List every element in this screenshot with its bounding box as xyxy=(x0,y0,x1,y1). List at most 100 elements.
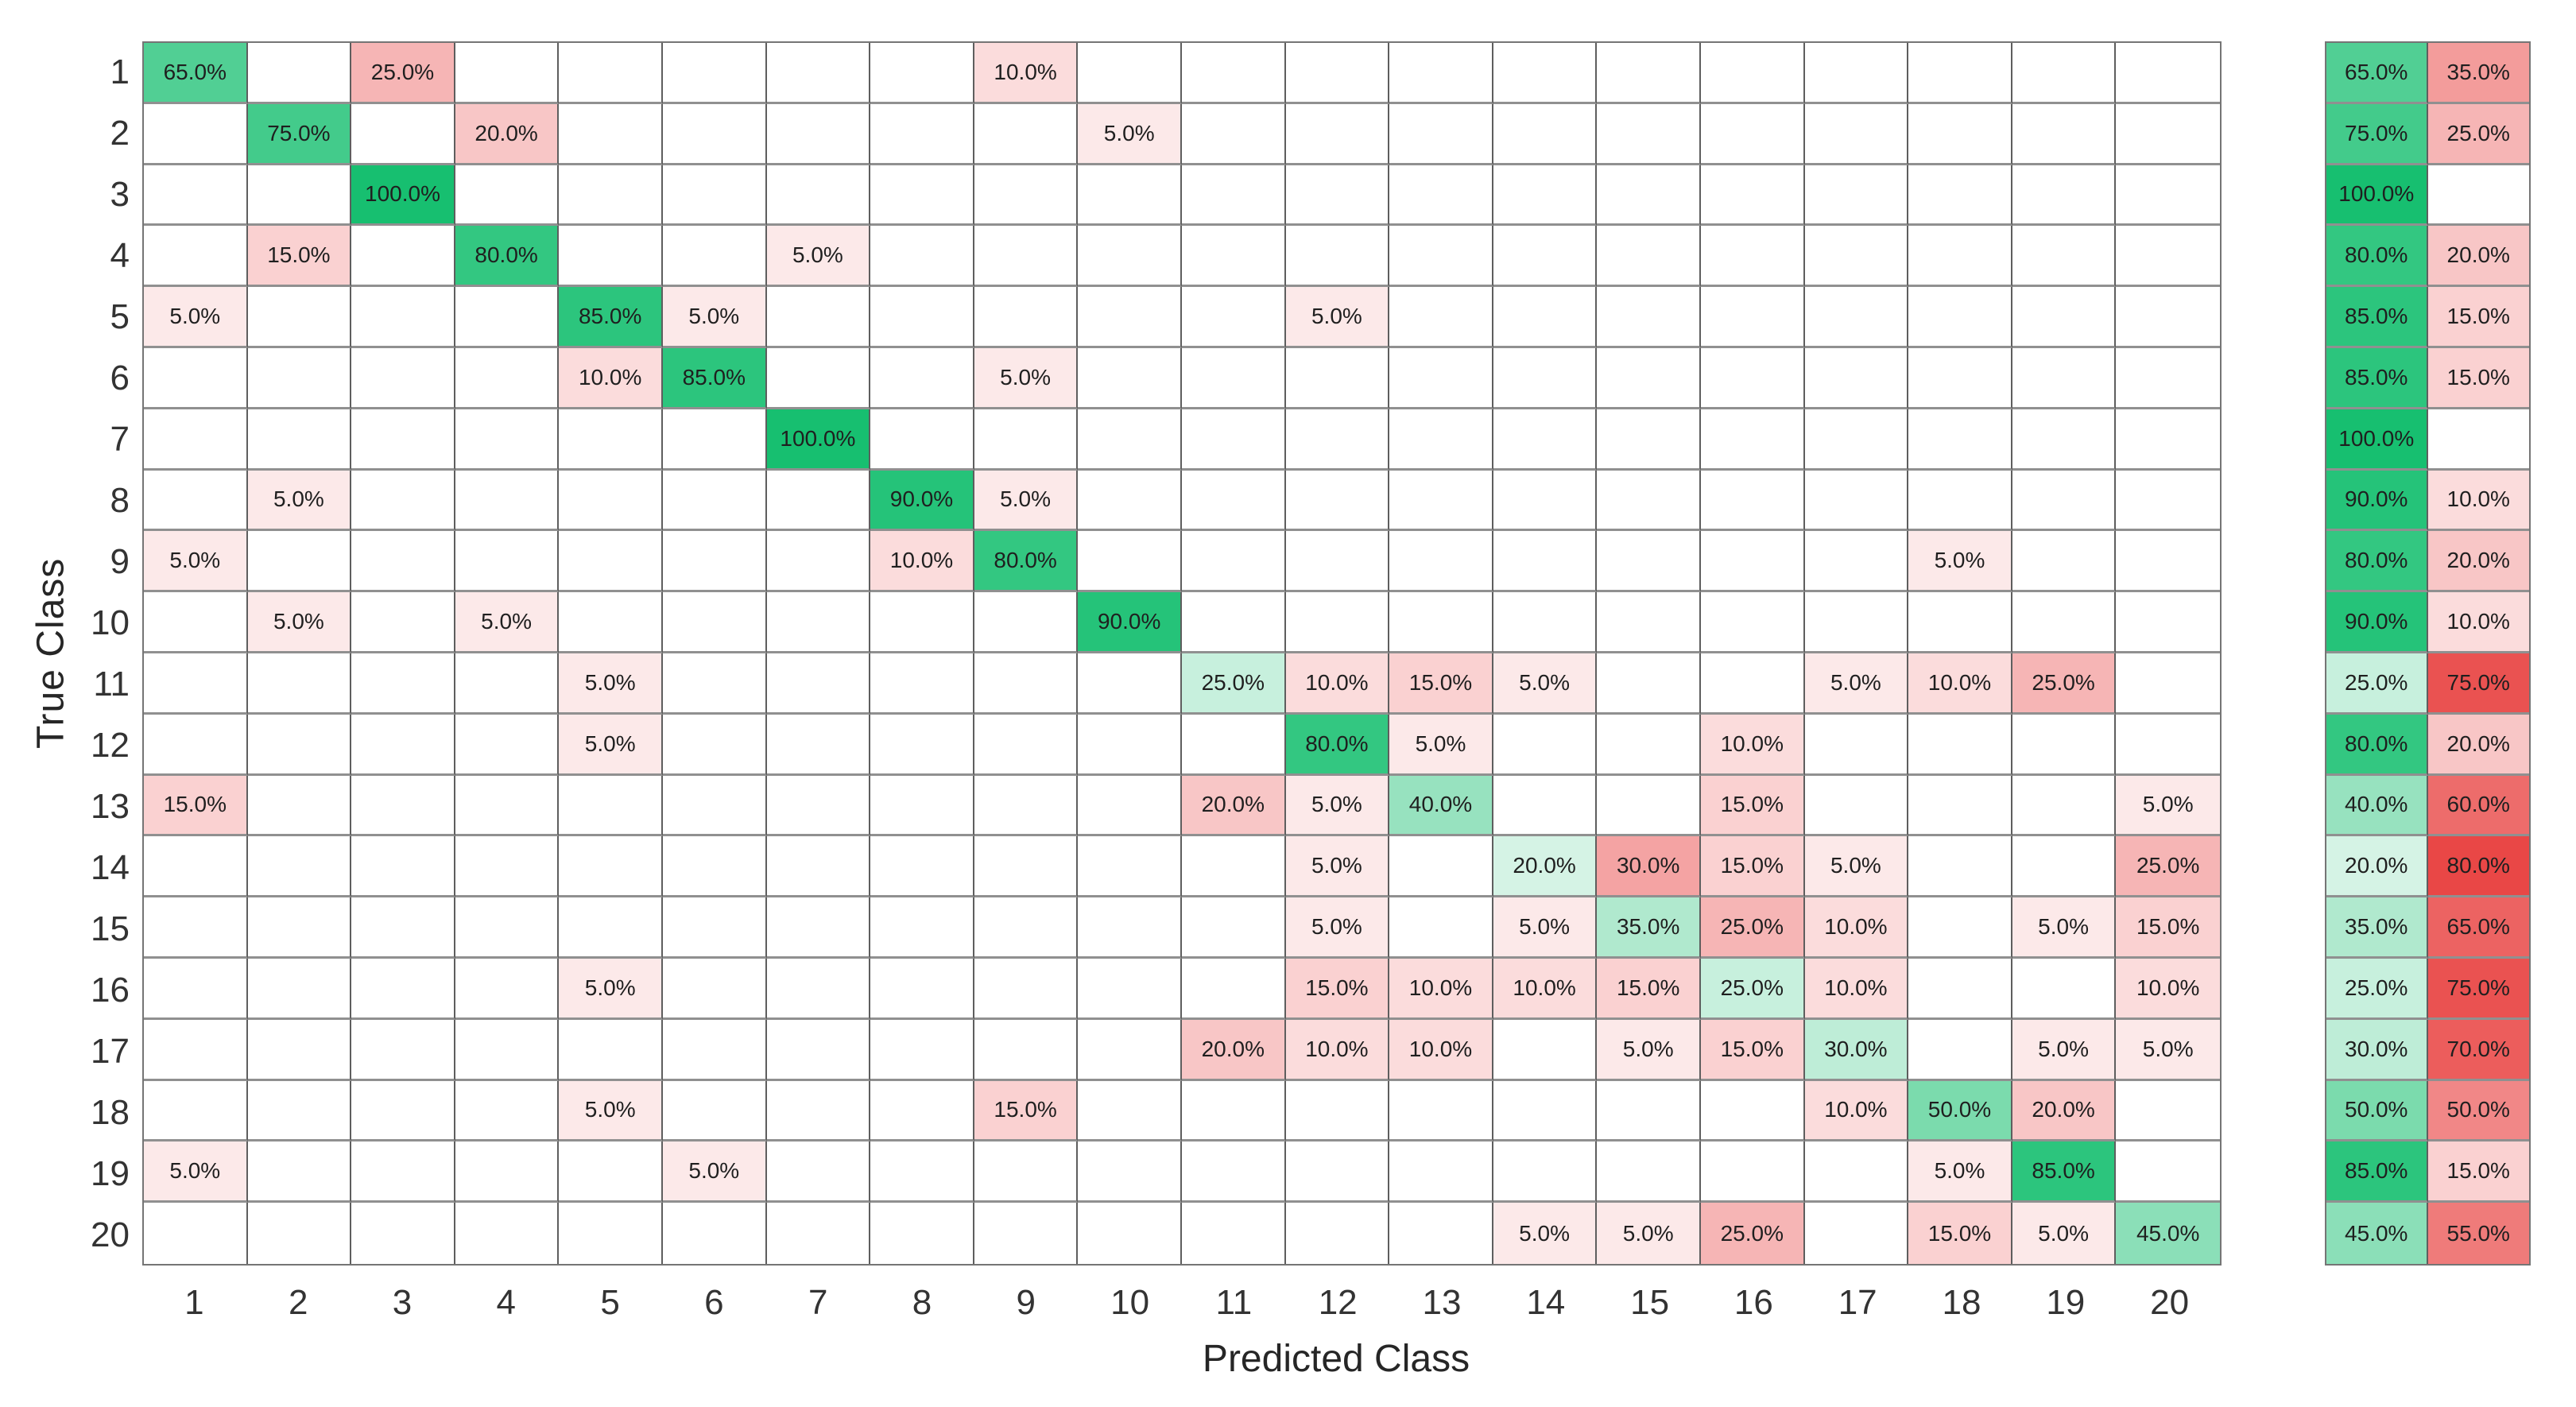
x-tick-label: 20 xyxy=(2150,1283,2190,1322)
matrix-cell: 10.0% xyxy=(2116,959,2220,1020)
summary-incorrect-cell: 15.0% xyxy=(2427,348,2529,409)
x-tick-label: 3 xyxy=(392,1283,413,1322)
matrix-cell xyxy=(2116,226,2220,288)
matrix-cell-diagonal: 85.0% xyxy=(663,348,767,409)
matrix-cell xyxy=(1908,348,2012,409)
matrix-cell xyxy=(2012,287,2117,348)
matrix-cell xyxy=(1182,226,1286,288)
matrix-cell xyxy=(1078,470,1182,532)
matrix-cell-diagonal: 90.0% xyxy=(870,470,974,532)
matrix-cell: 5.0% xyxy=(1804,653,1909,715)
x-tick-label: 17 xyxy=(1838,1283,1877,1322)
matrix-cell xyxy=(766,1019,871,1081)
matrix-cell xyxy=(1908,165,2012,227)
matrix-cell-diagonal: 100.0% xyxy=(351,165,455,227)
matrix-cell xyxy=(1389,897,1493,959)
matrix-cell-diagonal: 40.0% xyxy=(1389,775,1493,837)
matrix-cell xyxy=(351,531,455,593)
matrix-cell xyxy=(1493,714,1598,776)
matrix-cell xyxy=(870,959,974,1020)
matrix-cell xyxy=(766,348,871,409)
matrix-cell xyxy=(870,714,974,776)
x-tick-label: 8 xyxy=(912,1283,932,1322)
matrix-cell-diagonal: 25.0% xyxy=(1182,653,1286,715)
summary-incorrect-cell: 70.0% xyxy=(2427,1019,2529,1081)
matrix-cell xyxy=(1493,348,1598,409)
matrix-cell xyxy=(1701,531,1805,593)
y-tick-label: 8 xyxy=(110,480,130,520)
matrix-cell: 15.0% xyxy=(1701,1019,1805,1081)
matrix-cell xyxy=(144,897,248,959)
matrix-cell xyxy=(1493,226,1598,288)
matrix-cell xyxy=(247,775,352,837)
matrix-cell xyxy=(144,836,248,898)
summary-incorrect-cell xyxy=(2427,409,2529,471)
x-tick-label: 18 xyxy=(1942,1283,1981,1322)
matrix-cell xyxy=(144,1080,248,1142)
matrix-cell: 5.0% xyxy=(247,592,352,653)
summary-correct-cell: 90.0% xyxy=(2326,470,2428,532)
matrix-cell-diagonal: 20.0% xyxy=(1493,836,1598,898)
matrix-cell xyxy=(1908,959,2012,1020)
x-tick-label: 10 xyxy=(1110,1283,1150,1322)
matrix-cell xyxy=(455,409,560,471)
confusion-matrix-grid: 65.0% 25.0% 10.0% 75.0% 20.0% 5.0% 100.0% 15.0%… xyxy=(142,41,2222,1266)
matrix-cell: 15.0% xyxy=(1597,959,1701,1020)
matrix-cell xyxy=(1597,409,1701,471)
matrix-cell xyxy=(1701,226,1805,288)
matrix-cell xyxy=(1285,531,1390,593)
matrix-cell xyxy=(1908,897,2012,959)
matrix-cell xyxy=(1389,287,1493,348)
summary-incorrect-cell: 55.0% xyxy=(2427,1203,2529,1264)
matrix-cell xyxy=(870,1141,974,1204)
matrix-cell xyxy=(2116,43,2220,104)
matrix-cell xyxy=(2012,43,2117,104)
matrix-cell xyxy=(351,592,455,653)
matrix-cell xyxy=(1493,1141,1598,1204)
matrix-cell xyxy=(1701,1141,1805,1204)
matrix-cell xyxy=(1908,226,2012,288)
matrix-cell xyxy=(351,226,455,288)
matrix-cell: 10.0% xyxy=(1804,959,1909,1020)
matrix-cell xyxy=(1078,653,1182,715)
matrix-cell xyxy=(663,103,767,165)
matrix-cell xyxy=(1182,1080,1286,1142)
y-tick-label: 12 xyxy=(91,725,130,765)
matrix-cell xyxy=(1493,103,1598,165)
matrix-cell xyxy=(247,714,352,776)
summary-correct-cell: 80.0% xyxy=(2326,714,2428,776)
x-tick-label: 16 xyxy=(1733,1283,1773,1322)
matrix-cell: 5.0% xyxy=(1908,531,2012,593)
matrix-cell xyxy=(1804,714,1909,776)
matrix-cell: 5.0% xyxy=(2012,897,2117,959)
matrix-cell xyxy=(2012,531,2117,593)
matrix-cell xyxy=(1078,287,1182,348)
matrix-cell xyxy=(1804,348,1909,409)
matrix-cell: 5.0% xyxy=(1597,1203,1701,1264)
matrix-cell xyxy=(247,165,352,227)
matrix-cell xyxy=(1701,103,1805,165)
matrix-cell xyxy=(1078,348,1182,409)
matrix-cell xyxy=(1597,287,1701,348)
matrix-cell: 10.0% xyxy=(870,531,974,593)
summary-incorrect-cell: 20.0% xyxy=(2427,531,2529,593)
matrix-cell xyxy=(1389,1141,1493,1204)
matrix-cell xyxy=(351,1141,455,1204)
x-tick-label: 19 xyxy=(2046,1283,2086,1322)
matrix-cell xyxy=(2012,409,2117,471)
matrix-cell xyxy=(247,287,352,348)
matrix-cell: 5.0% xyxy=(1078,103,1182,165)
matrix-cell xyxy=(247,409,352,471)
matrix-cell xyxy=(2116,103,2220,165)
matrix-cell xyxy=(559,836,663,898)
matrix-cell xyxy=(1389,348,1493,409)
y-tick-label: 1 xyxy=(110,52,130,91)
matrix-cell xyxy=(870,1080,974,1142)
matrix-cell xyxy=(1597,1141,1701,1204)
matrix-cell xyxy=(1078,1080,1182,1142)
matrix-cell xyxy=(663,531,767,593)
matrix-cell xyxy=(144,165,248,227)
matrix-cell: 15.0% xyxy=(1701,775,1805,837)
matrix-cell xyxy=(1908,1019,2012,1081)
y-tick-label: 18 xyxy=(91,1092,130,1132)
